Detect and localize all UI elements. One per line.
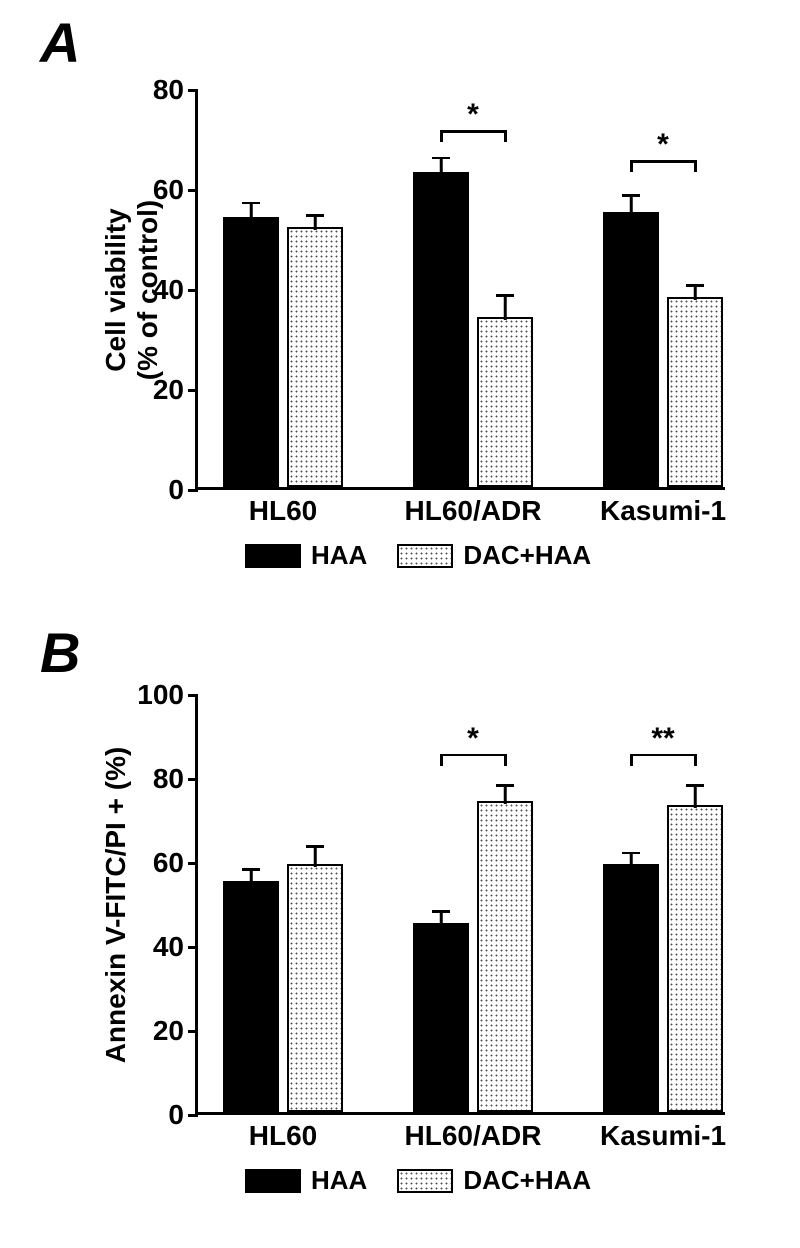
x-tick-label: Kasumi-1 xyxy=(600,495,726,527)
error-bar xyxy=(314,215,317,230)
significance-star: * xyxy=(657,128,669,162)
legend-a-item-haa: HAA xyxy=(245,540,367,571)
significance-star: ** xyxy=(651,722,674,756)
error-bar xyxy=(630,853,633,868)
bar xyxy=(477,317,533,487)
chart-b: 020406080100HL60HL60/ADRKasumi-1*** Anne… xyxy=(195,695,725,1115)
legend-swatch-solid xyxy=(245,1169,301,1193)
y-tick xyxy=(188,1030,198,1033)
error-cap xyxy=(496,784,514,787)
error-bar xyxy=(440,911,443,926)
error-cap xyxy=(432,157,450,160)
legend-swatch-dotted xyxy=(397,1169,453,1193)
error-cap xyxy=(242,202,260,205)
y-tick xyxy=(188,289,198,292)
bar xyxy=(603,864,659,1112)
y-tick xyxy=(188,1114,198,1117)
significance-drop xyxy=(440,130,443,142)
significance-star: * xyxy=(467,98,479,132)
error-bar xyxy=(250,869,253,884)
significance-drop xyxy=(504,130,507,142)
panel-a: A 020406080HL60HL60/ADRKasumi-1** Cell v… xyxy=(0,0,800,610)
legend-b-label-dachaa: DAC+HAA xyxy=(463,1165,591,1196)
plot-b: 020406080100HL60HL60/ADRKasumi-1*** xyxy=(195,695,725,1115)
panel-b-label: B xyxy=(40,620,80,685)
y-tick-label: 100 xyxy=(137,679,184,711)
legend-b-item-haa: HAA xyxy=(245,1165,367,1196)
legend-b-item-dachaa: DAC+HAA xyxy=(397,1165,591,1196)
error-bar xyxy=(314,846,317,867)
legend-a: HAA DAC+HAA xyxy=(245,540,591,571)
error-cap xyxy=(622,852,640,855)
error-bar xyxy=(630,195,633,215)
y-axis-title-a-text: Cell viability (% of control) xyxy=(100,200,164,380)
y-tick xyxy=(188,862,198,865)
error-cap xyxy=(242,868,260,871)
x-tick-label: Kasumi-1 xyxy=(600,1120,726,1152)
y-axis-title-b: Annexin V-FITC/PI + (%) xyxy=(100,747,132,1064)
significance-drop xyxy=(630,160,633,172)
significance-drop xyxy=(504,754,507,766)
bar xyxy=(667,805,723,1112)
y-tick-label: 60 xyxy=(153,847,184,879)
bar xyxy=(223,881,279,1112)
legend-a-label-haa: HAA xyxy=(311,540,367,571)
error-cap xyxy=(622,194,640,197)
bar xyxy=(287,864,343,1112)
bar xyxy=(413,172,469,487)
significance-drop xyxy=(630,754,633,766)
y-tick xyxy=(188,89,198,92)
plot-a: 020406080HL60HL60/ADRKasumi-1** xyxy=(195,90,725,490)
y-tick-label: 40 xyxy=(153,931,184,963)
x-tick-label: HL60/ADR xyxy=(405,495,542,527)
error-bar xyxy=(504,295,507,320)
y-tick xyxy=(188,189,198,192)
error-cap xyxy=(432,910,450,913)
x-tick-label: HL60 xyxy=(249,495,317,527)
legend-b: HAA DAC+HAA xyxy=(245,1165,591,1196)
bar xyxy=(603,212,659,487)
significance-drop xyxy=(440,754,443,766)
panel-a-label: A xyxy=(40,10,80,75)
bar xyxy=(477,801,533,1112)
chart-a: 020406080HL60HL60/ADRKasumi-1** Cell via… xyxy=(195,90,725,490)
y-tick xyxy=(188,946,198,949)
y-axis-title-a: Cell viability (% of control) xyxy=(100,200,164,380)
error-bar xyxy=(694,785,697,808)
error-cap xyxy=(496,294,514,297)
error-bar xyxy=(250,203,253,221)
error-bar xyxy=(504,785,507,804)
error-cap xyxy=(306,845,324,848)
y-tick-label: 80 xyxy=(153,763,184,795)
y-tick-label: 0 xyxy=(168,474,184,506)
y-tick xyxy=(188,778,198,781)
error-bar xyxy=(440,158,443,176)
y-tick xyxy=(188,489,198,492)
legend-swatch-solid xyxy=(245,544,301,568)
significance-drop xyxy=(694,754,697,766)
bar xyxy=(413,923,469,1112)
error-bar xyxy=(694,285,697,300)
bar xyxy=(287,227,343,487)
error-cap xyxy=(686,284,704,287)
panel-b: B 020406080100HL60HL60/ADRKasumi-1*** An… xyxy=(0,620,800,1240)
y-tick-label: 0 xyxy=(168,1099,184,1131)
x-tick-label: HL60 xyxy=(249,1120,317,1152)
y-tick xyxy=(188,389,198,392)
significance-star: * xyxy=(467,722,479,756)
error-cap xyxy=(686,784,704,787)
y-axis-title-b-text: Annexin V-FITC/PI + (%) xyxy=(100,747,131,1064)
bar xyxy=(223,217,279,487)
y-tick-label: 20 xyxy=(153,1015,184,1047)
legend-swatch-dotted xyxy=(397,544,453,568)
bar xyxy=(667,297,723,487)
x-tick-label: HL60/ADR xyxy=(405,1120,542,1152)
y-tick-label: 80 xyxy=(153,74,184,106)
legend-a-label-dachaa: DAC+HAA xyxy=(463,540,591,571)
y-tick xyxy=(188,694,198,697)
significance-drop xyxy=(694,160,697,172)
legend-a-item-dachaa: DAC+HAA xyxy=(397,540,591,571)
legend-b-label-haa: HAA xyxy=(311,1165,367,1196)
error-cap xyxy=(306,214,324,217)
